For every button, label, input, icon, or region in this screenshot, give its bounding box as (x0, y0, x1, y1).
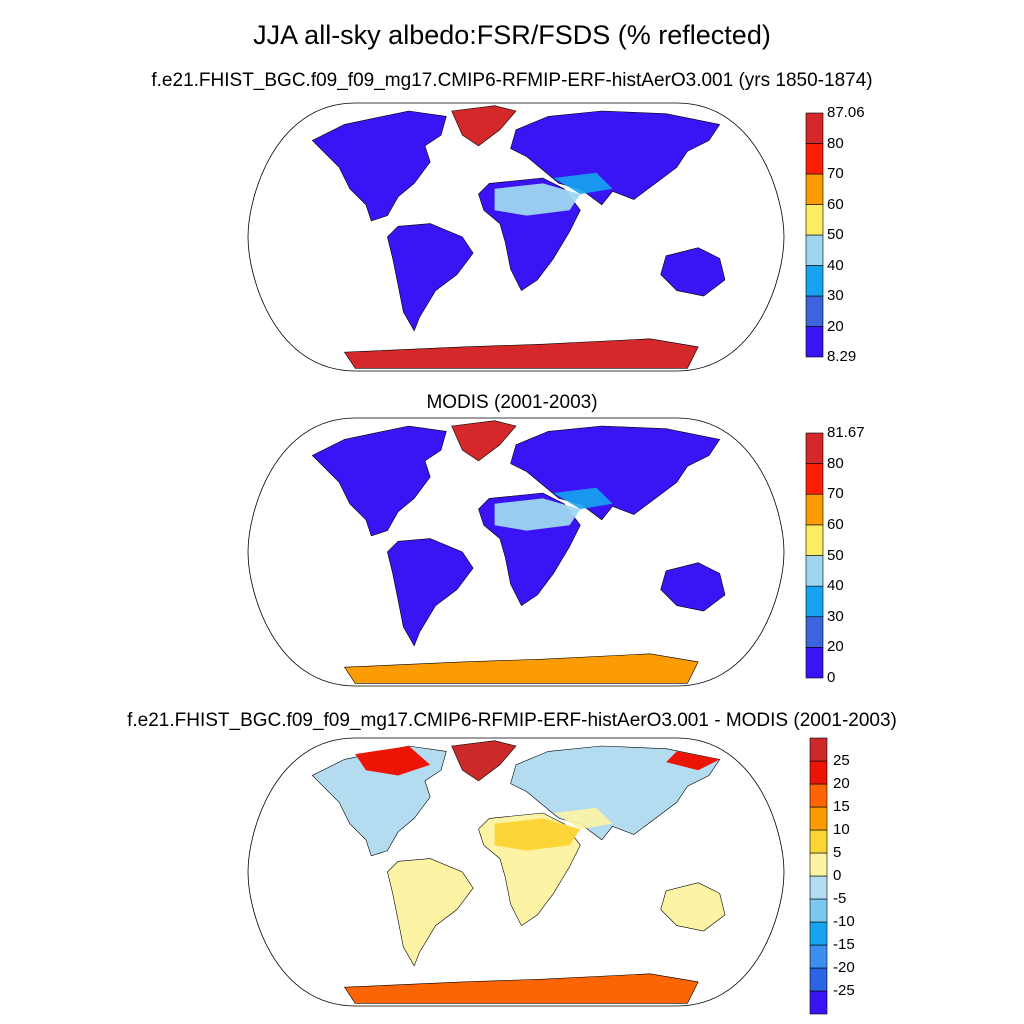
arabia-region (553, 807, 613, 830)
continent-antarctica (343, 338, 699, 369)
continent-samerica (387, 538, 474, 647)
colorbar-swatch (809, 760, 828, 785)
colorbar-label: 30 (827, 287, 844, 304)
continent-namerica (311, 745, 447, 857)
continent-antarctica (343, 973, 699, 1004)
colorbar-label: -15 (833, 936, 855, 953)
colorbar-label: 50 (827, 226, 844, 243)
colorbar-swatch (805, 112, 824, 144)
colorbar-label: 87.06 (827, 104, 865, 121)
colorbar-label: 15 (833, 798, 850, 815)
colorbar-swatch (809, 990, 828, 1015)
colorbar-swatch (805, 143, 824, 175)
land-field (311, 740, 726, 1004)
colorbar-swatch (809, 852, 828, 877)
colorbar-label: 10 (833, 821, 850, 838)
colorbar-label: 81.67 (827, 424, 865, 441)
colorbar-label: 5 (833, 844, 842, 861)
map-panel-diff (247, 737, 785, 1007)
desert-region (494, 498, 581, 531)
continent-samerica (387, 858, 474, 967)
colorbar-swatch (805, 463, 824, 495)
colorbar-label: 30 (827, 607, 844, 625)
colorbar-label: 0 (833, 867, 842, 884)
continent-namerica (311, 110, 447, 222)
colorbar-swatch (809, 967, 828, 992)
colorbar-label: 40 (827, 577, 844, 595)
colorbar-swatch (805, 585, 824, 618)
continent-greenland (451, 105, 517, 147)
colorbar-label: 20 (827, 317, 844, 335)
desert-region (494, 183, 581, 216)
colorbar-swatch (809, 783, 828, 808)
colorbar-swatch (805, 616, 824, 648)
colorbar-label: 20 (833, 775, 850, 792)
land-field (311, 420, 726, 684)
colorbar-swatch (805, 265, 824, 297)
colorbar-swatch (805, 234, 824, 266)
colorbar-swatch (809, 944, 828, 969)
colorbar-label: 8.29 (827, 348, 857, 365)
colorbar-label: 70 (827, 485, 844, 503)
colorbar-swatch (805, 493, 824, 526)
continent-antarctica (343, 653, 699, 684)
map-panel-model (247, 102, 785, 372)
colorbar-label: -5 (833, 890, 847, 907)
panel-title-obs: MODIS (2001-2003) (426, 392, 598, 413)
colorbar-swatch (809, 921, 828, 946)
arctic-canada-region (355, 746, 431, 776)
colorbar-swatch (805, 555, 824, 587)
colorbar-label: 0 (827, 669, 836, 686)
colorbar-swatch (809, 829, 828, 854)
continent-namerica (311, 425, 447, 537)
figure-title: JJA all-sky albedo:FSR/FSDS (% reflected… (253, 20, 771, 50)
continent-greenland (451, 420, 517, 462)
map-outline (247, 737, 785, 1007)
colorbar-swatch (809, 737, 828, 762)
colorbar-swatch (805, 432, 824, 464)
colorbar-obs (805, 432, 824, 679)
colorbar-label: 25 (833, 752, 850, 769)
colorbar-label: 40 (827, 256, 844, 274)
colorbar-model (805, 112, 824, 358)
colorbar-label: -25 (833, 982, 855, 999)
continent-greenland (451, 740, 517, 782)
colorbar-swatch (809, 898, 828, 923)
colorbar-swatch (805, 295, 824, 327)
colorbar-label: 80 (827, 134, 844, 152)
map-panel-obs (247, 417, 785, 687)
colorbar-swatch (805, 204, 824, 236)
map-outline (247, 417, 785, 687)
continent-australia (660, 882, 726, 932)
arabia-region (553, 487, 613, 510)
colorbar-diff (809, 737, 828, 1015)
colorbar-label: 80 (827, 454, 844, 472)
arctic-siberia-region (666, 751, 720, 771)
colorbar-label: 50 (827, 546, 844, 564)
arabia-region (553, 172, 613, 195)
colorbar-label: -20 (833, 959, 855, 976)
continent-australia (660, 562, 726, 612)
colorbar-label: 70 (827, 165, 844, 182)
panel-title-diff: f.e21.FHIST_BGC.f09_f09_mg17.CMIP6-RFMIP… (127, 710, 897, 731)
continent-australia (660, 247, 726, 297)
colorbar-label: 60 (827, 195, 844, 213)
colorbar-swatch (805, 173, 824, 205)
colorbar-swatch (809, 875, 828, 900)
panel-title-model: f.e21.FHIST_BGC.f09_f09_mg17.CMIP6-RFMIP… (151, 70, 873, 91)
desert-region (494, 818, 581, 851)
colorbar-swatch (805, 647, 824, 679)
continent-samerica (387, 223, 474, 332)
colorbar-label: -10 (833, 913, 855, 930)
colorbar-label: 20 (827, 638, 844, 656)
colorbar-swatch (805, 524, 824, 556)
colorbar-label: 60 (827, 515, 844, 533)
colorbar-swatch (809, 806, 828, 831)
map-outline (247, 102, 785, 372)
colorbar-swatch (805, 326, 824, 358)
land-field (311, 105, 726, 369)
